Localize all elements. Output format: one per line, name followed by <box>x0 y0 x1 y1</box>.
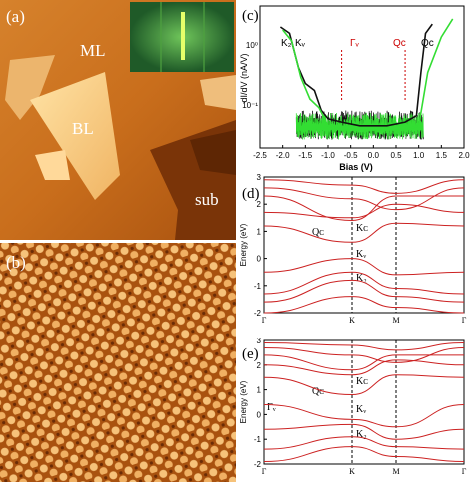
panel-c-label: (c) <box>242 8 259 24</box>
band-line <box>263 436 465 450</box>
stm-image-b: (b) <box>0 243 236 482</box>
x-tick-label: 1.0 <box>413 151 425 160</box>
annotation-kv: Kᵥ <box>356 404 366 415</box>
band-line <box>263 179 465 194</box>
annotation-qc-red: Qᴄ <box>393 38 406 49</box>
y-tick-label: 10⁻¹ <box>242 101 258 110</box>
band-line <box>263 359 465 376</box>
region-label-bl: BL <box>72 119 94 138</box>
band-line <box>263 271 465 295</box>
x-tick-label: 2.0 <box>458 151 470 160</box>
annotation-k2: K₂ <box>356 273 367 284</box>
band-line <box>263 403 465 428</box>
y-tick-label: -2 <box>254 460 262 469</box>
panel-a-stm-topography: (a) ML BL sub <box>0 0 236 240</box>
k-point-label: Γ <box>462 316 467 325</box>
band-line <box>263 374 465 396</box>
annotation-kc: Kᴄ <box>356 376 368 387</box>
y-tick-label: 1 <box>257 227 262 236</box>
y-tick-label: 2 <box>257 200 262 209</box>
band-line <box>263 203 465 219</box>
stm-image-a: (a) ML BL sub <box>0 0 236 240</box>
y-tick-label: 3 <box>257 338 262 345</box>
k-point-label: K <box>349 316 355 325</box>
annotation-kc: Kᴄ <box>356 223 368 234</box>
x-tick-label: 0.0 <box>368 151 380 160</box>
panel-c-didv-chart: (c) Bias (V) dI/dV (nA/V) 10⁰ 10⁻¹ K₂ Kᵥ… <box>238 0 474 172</box>
panel-e-band-structure: (e) Energy (eV) Qᴄ Kᴄ Γᵥ Kᵥ K₂ 3 2 1 0 -1 -2 … <box>238 336 474 482</box>
band-line <box>263 222 465 243</box>
x-tick-label: 1.5 <box>436 151 448 160</box>
band-plot-e: (e) Energy (eV) Qᴄ Kᴄ Γᵥ Kᵥ K₂ 3210-1-2 … <box>239 336 467 476</box>
plot-frame <box>259 5 465 149</box>
panel-d-band-structure: (d) Energy (eV) Qᴄ Kᴄ Kᵥ K₂ 3 2 1 0 -1 -2 Γ K M… <box>238 173 474 335</box>
annotation-qc: Qᴄ <box>312 386 324 397</box>
y-tick-label: -1 <box>254 282 262 291</box>
band-line <box>263 195 464 222</box>
band-plot-d: (d) Energy (eV) Qᴄ Kᴄ Kᵥ K₂ 3 2 1 0 -1 -2 Γ K M… <box>239 173 467 325</box>
y-axis-label: Energy (eV) <box>239 380 248 423</box>
annotation-kv: Kᵥ <box>356 249 366 260</box>
bilayer-island <box>30 72 120 200</box>
k-point-label: Γ <box>462 467 467 476</box>
annotation-qc: Qᴄ <box>312 227 324 238</box>
y-tick-label: 1 <box>257 386 262 395</box>
y-tick-label: 3 <box>257 173 262 182</box>
x-tick-label: -1.0 <box>321 151 335 160</box>
spectrum-series-line <box>279 23 433 127</box>
x-tick-label: 0.5 <box>390 151 402 160</box>
band-line <box>263 423 465 440</box>
x-tick-label: -1.5 <box>298 151 312 160</box>
k-point-label: K <box>349 467 355 476</box>
y-tick-label: -2 <box>254 309 262 318</box>
x-tick-label: -0.5 <box>344 151 358 160</box>
annotation-gamma-v: Γᵥ <box>267 402 276 413</box>
y-tick-label: 2 <box>257 361 262 370</box>
panel-b-atomic-image: (b) <box>0 243 236 482</box>
y-tick-label: 0 <box>257 410 262 419</box>
annotation-k2: K₂ <box>281 38 292 49</box>
band-line <box>263 296 465 314</box>
band-line <box>263 446 465 463</box>
k-point-label: Γ <box>262 316 267 325</box>
panel-e-label: (e) <box>242 346 259 362</box>
region-label-sub: sub <box>195 190 219 209</box>
band-line <box>263 354 464 371</box>
annotation-k2: K₂ <box>356 429 367 440</box>
region-label-ml: ML <box>80 41 106 60</box>
y-axis-label: dI/dV (nA/V) <box>239 53 249 102</box>
band-line <box>263 187 465 211</box>
y-tick-label: 10⁰ <box>246 41 258 50</box>
inset-diffraction-image <box>130 2 234 72</box>
panel-a-label: (a) <box>6 7 25 26</box>
y-tick-label: 0 <box>257 255 262 264</box>
band-line <box>263 346 465 363</box>
y-axis-label: Energy (eV) <box>239 223 248 266</box>
band-line <box>263 341 465 351</box>
annotation-qc-black: Qᴄ <box>421 38 434 49</box>
x-axis-label: Bias (V) <box>339 162 373 172</box>
band-line <box>263 279 465 303</box>
plot-frame <box>263 176 465 314</box>
k-point-label: M <box>392 316 399 325</box>
k-point-label: Γ <box>262 467 267 476</box>
panel-d-label: (d) <box>242 186 260 202</box>
x-tick-label: -2.0 <box>276 151 290 160</box>
k-point-label: M <box>392 467 399 476</box>
panel-b-label: (b) <box>6 253 26 272</box>
band-line <box>263 258 465 276</box>
y-tick-label: -1 <box>254 435 262 444</box>
x-tick-label: -2.5 <box>253 151 267 160</box>
spectrum-series-line <box>282 18 454 131</box>
plot-frame <box>263 339 465 465</box>
annotation-gamma-v: Γᵥ <box>350 38 360 49</box>
didv-plot: (c) Bias (V) dI/dV (nA/V) 10⁰ 10⁻¹ K₂ Kᵥ… <box>239 5 470 172</box>
annotation-kv: Kᵥ <box>295 38 306 49</box>
